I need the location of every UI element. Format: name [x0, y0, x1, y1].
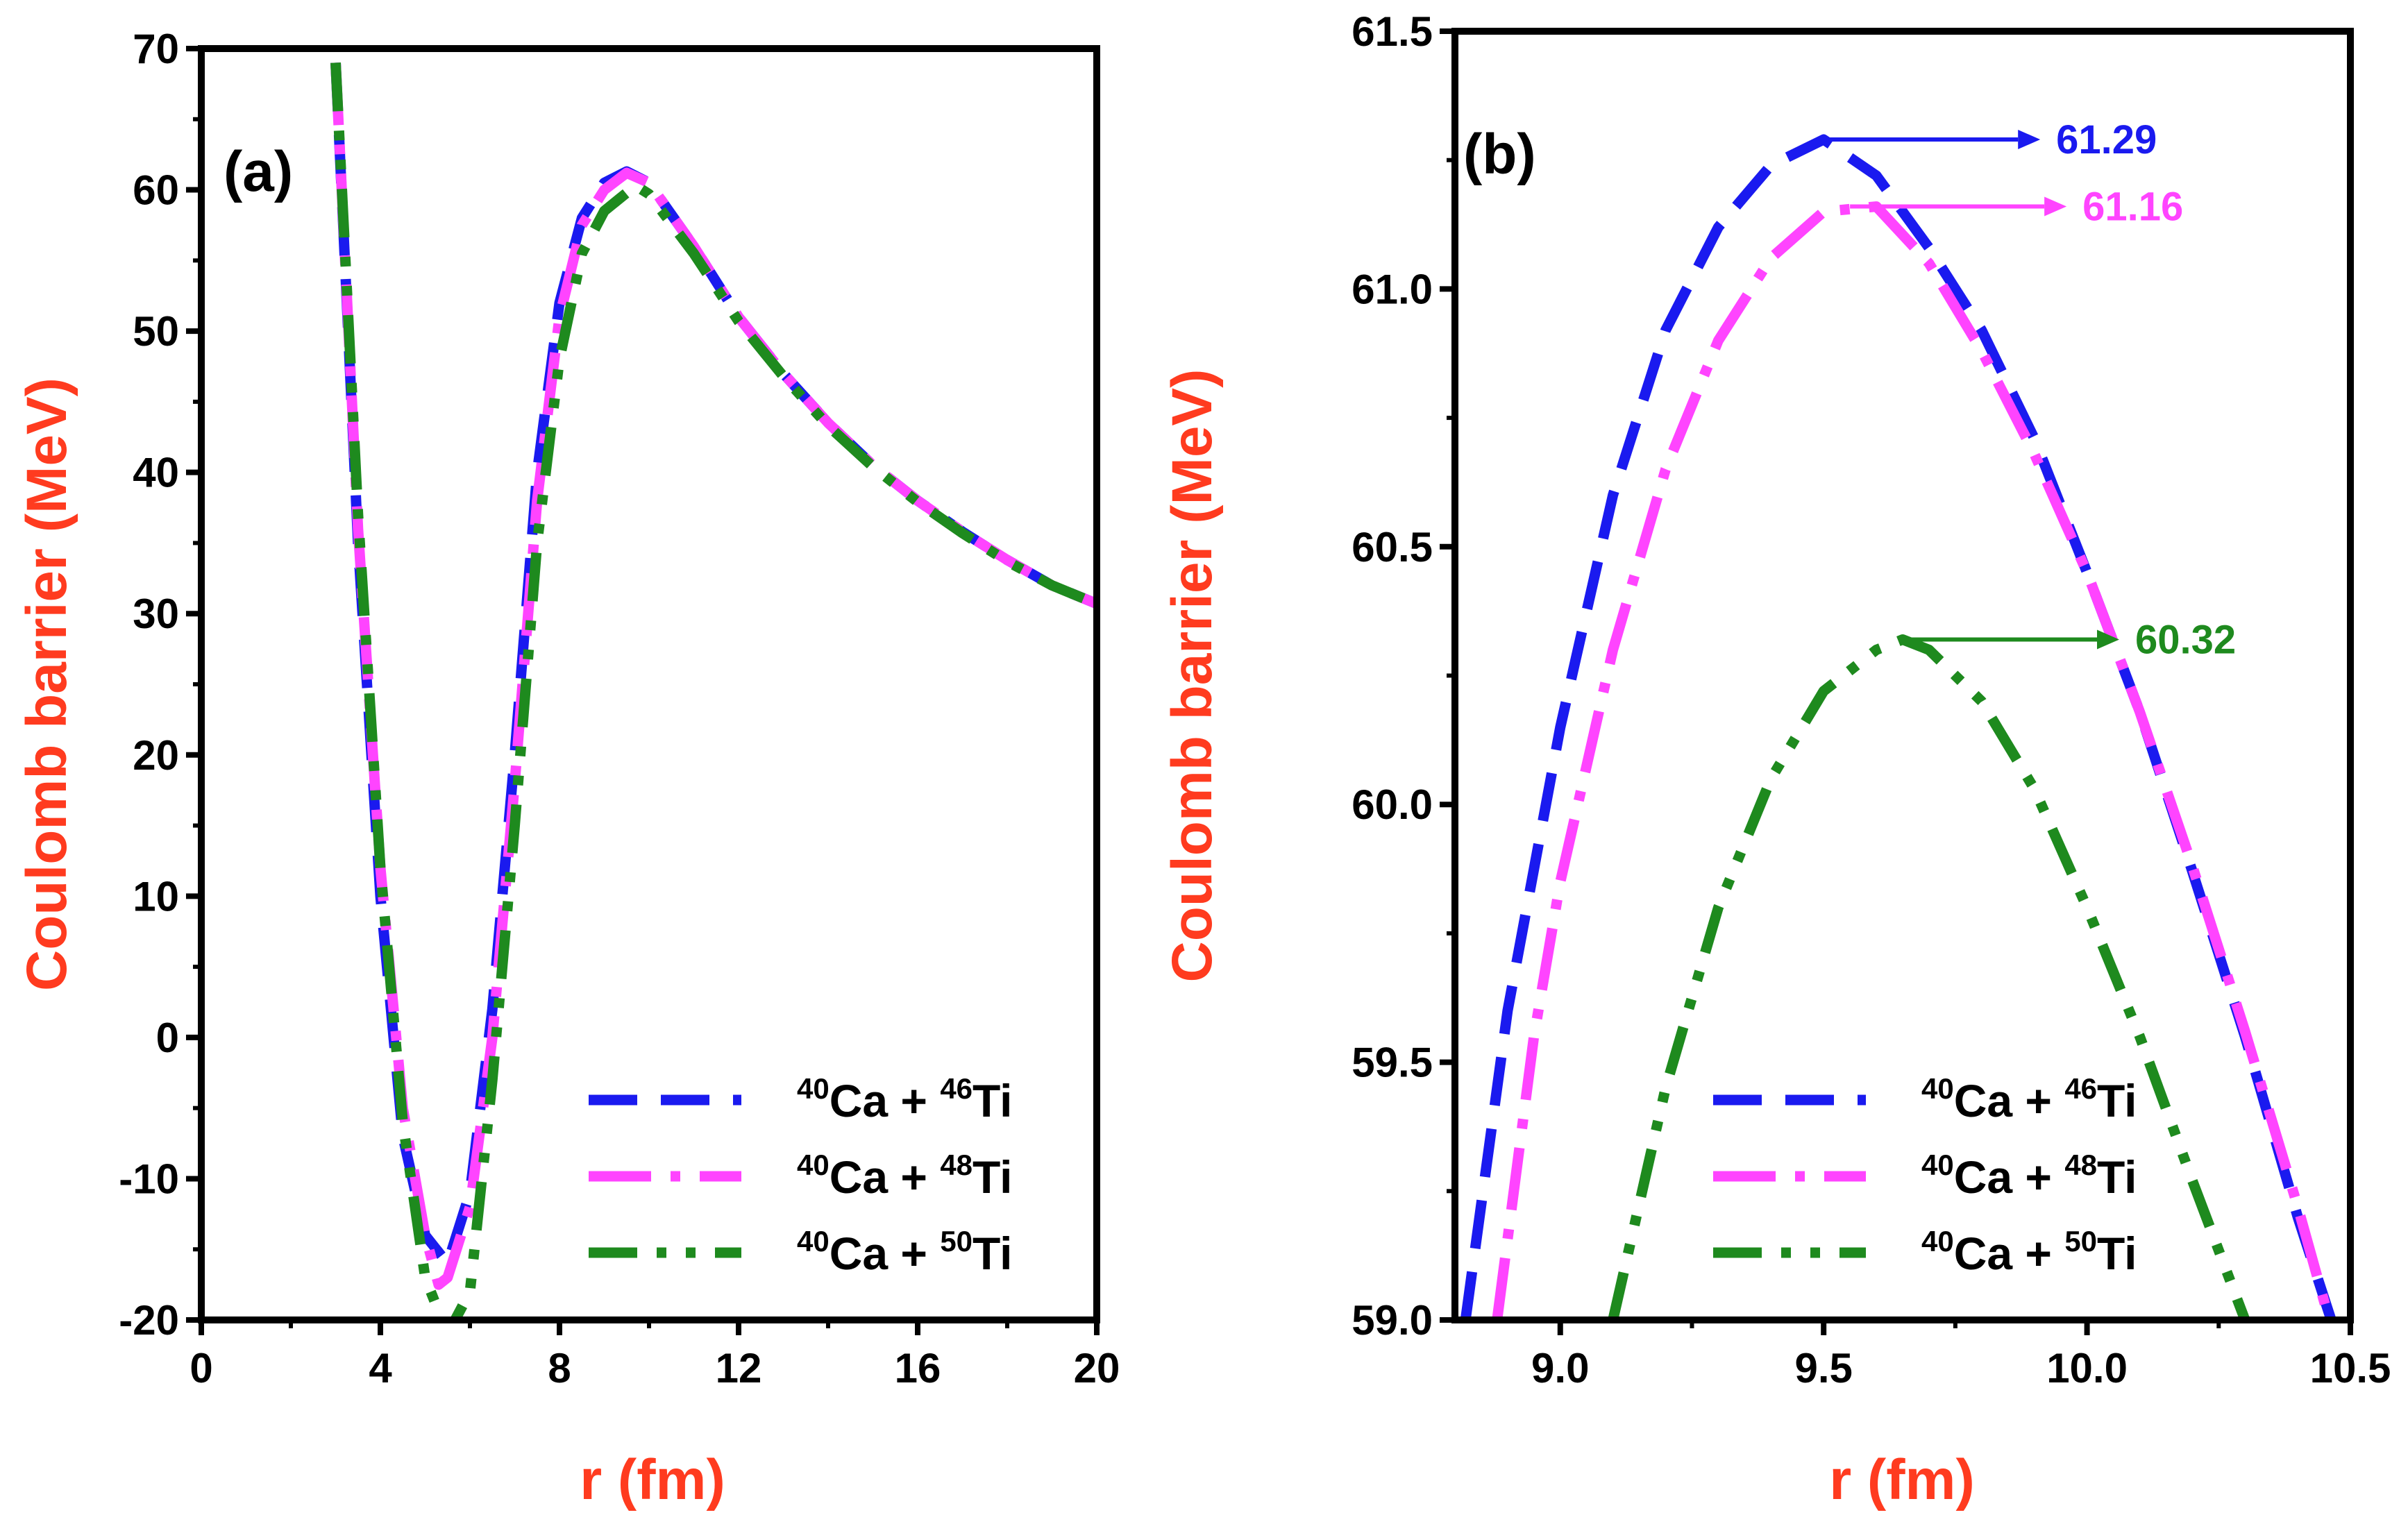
legend-label-ca50: 40Ca + 50Ti — [797, 1225, 1013, 1279]
annotation-arrowhead-ca48 — [2044, 196, 2067, 217]
legend-label-ca50: 40Ca + 50Ti — [1921, 1225, 2137, 1279]
y-tick-label: -20 — [119, 1297, 179, 1344]
y-tick-label: 59.0 — [1352, 1297, 1433, 1344]
panel-label: (a) — [224, 140, 293, 203]
annotation-label-ca48: 61.16 — [2082, 185, 2183, 230]
legend-label-ca46: 40Ca + 46Ti — [1921, 1072, 2137, 1126]
plot-frame — [198, 45, 1100, 1323]
x-tick-label: 12 — [716, 1345, 762, 1391]
y-tick-label: 10 — [133, 873, 179, 920]
series-line-ca48 — [1492, 201, 2334, 1320]
x-tick-label: 4 — [369, 1345, 392, 1391]
plot-frame — [1451, 28, 2354, 1323]
x-tick-label: 20 — [1074, 1345, 1120, 1391]
y-axis-title: Coulomb barrier (MeV) — [15, 378, 78, 991]
panel-b: 9.0 9.5 10.0 10.5 59.0 59.5 60.0 60.5 61.0 61.5 r … — [1161, 8, 2391, 1512]
y-tick-label: 0 — [156, 1015, 179, 1061]
annotation-label-ca46: 61.29 — [2056, 117, 2157, 162]
x-tick-label: 0 — [190, 1345, 212, 1391]
y-tick-label: 61.0 — [1352, 266, 1433, 312]
y-tick-label: 60 — [133, 167, 179, 214]
x-tick-label: 10.5 — [2310, 1345, 2391, 1391]
y-tick-label: 50 — [133, 308, 179, 355]
x-tick-label: 9.0 — [1531, 1345, 1589, 1391]
x-tick-label: 9.5 — [1794, 1345, 1852, 1391]
x-tick-label: 8 — [548, 1345, 571, 1391]
annotation-arrowhead-ca50 — [2097, 629, 2119, 650]
legend: 40Ca + 46Ti 40Ca + 48Ti 40Ca + 50Ti — [589, 1072, 1013, 1279]
legend-label-ca48: 40Ca + 48Ti — [1921, 1149, 2137, 1203]
x-axis-title: r (fm) — [1829, 1448, 1975, 1512]
y-tick-label: 59.5 — [1352, 1040, 1433, 1086]
y-tick-label: -10 — [119, 1155, 179, 1202]
annotations: 61.29 61.16 60.32 — [1824, 117, 2236, 663]
panel-label: (b) — [1463, 123, 1536, 186]
y-tick-label: 30 — [133, 591, 179, 637]
x-tick-label: 16 — [895, 1345, 941, 1391]
y-tick-label: 70 — [133, 26, 179, 72]
y-tick-label: 20 — [133, 732, 179, 779]
series-line-ca50 — [1608, 634, 2251, 1320]
series-lines — [1460, 134, 2337, 1320]
x-tick-label: 10.0 — [2046, 1345, 2128, 1391]
series-lines — [330, 62, 1097, 1320]
panel-a: 0 4 8 12 16 20 -20 -10 0 10 20 30 40 50 60 70 r (fm) Coul… — [15, 26, 1120, 1512]
x-axis-title: r (fm) — [580, 1448, 725, 1512]
annotation-label-ca50: 60.32 — [2135, 618, 2236, 663]
series-line-ca50 — [330, 62, 1097, 1320]
y-tick-label: 61.5 — [1352, 8, 1433, 55]
y-axis-title: Coulomb barrier (MeV) — [1161, 369, 1224, 983]
legend-label-ca48: 40Ca + 48Ti — [797, 1149, 1013, 1203]
y-tick-label: 60.5 — [1352, 524, 1433, 570]
y-tick-label: 60.0 — [1352, 781, 1433, 828]
annotation-arrowhead-ca46 — [2018, 129, 2041, 149]
legend: 40Ca + 46Ti 40Ca + 48Ti 40Ca + 50Ti — [1713, 1072, 2137, 1279]
y-tick-label: 40 — [133, 450, 179, 496]
legend-label-ca46: 40Ca + 46Ti — [797, 1072, 1013, 1126]
